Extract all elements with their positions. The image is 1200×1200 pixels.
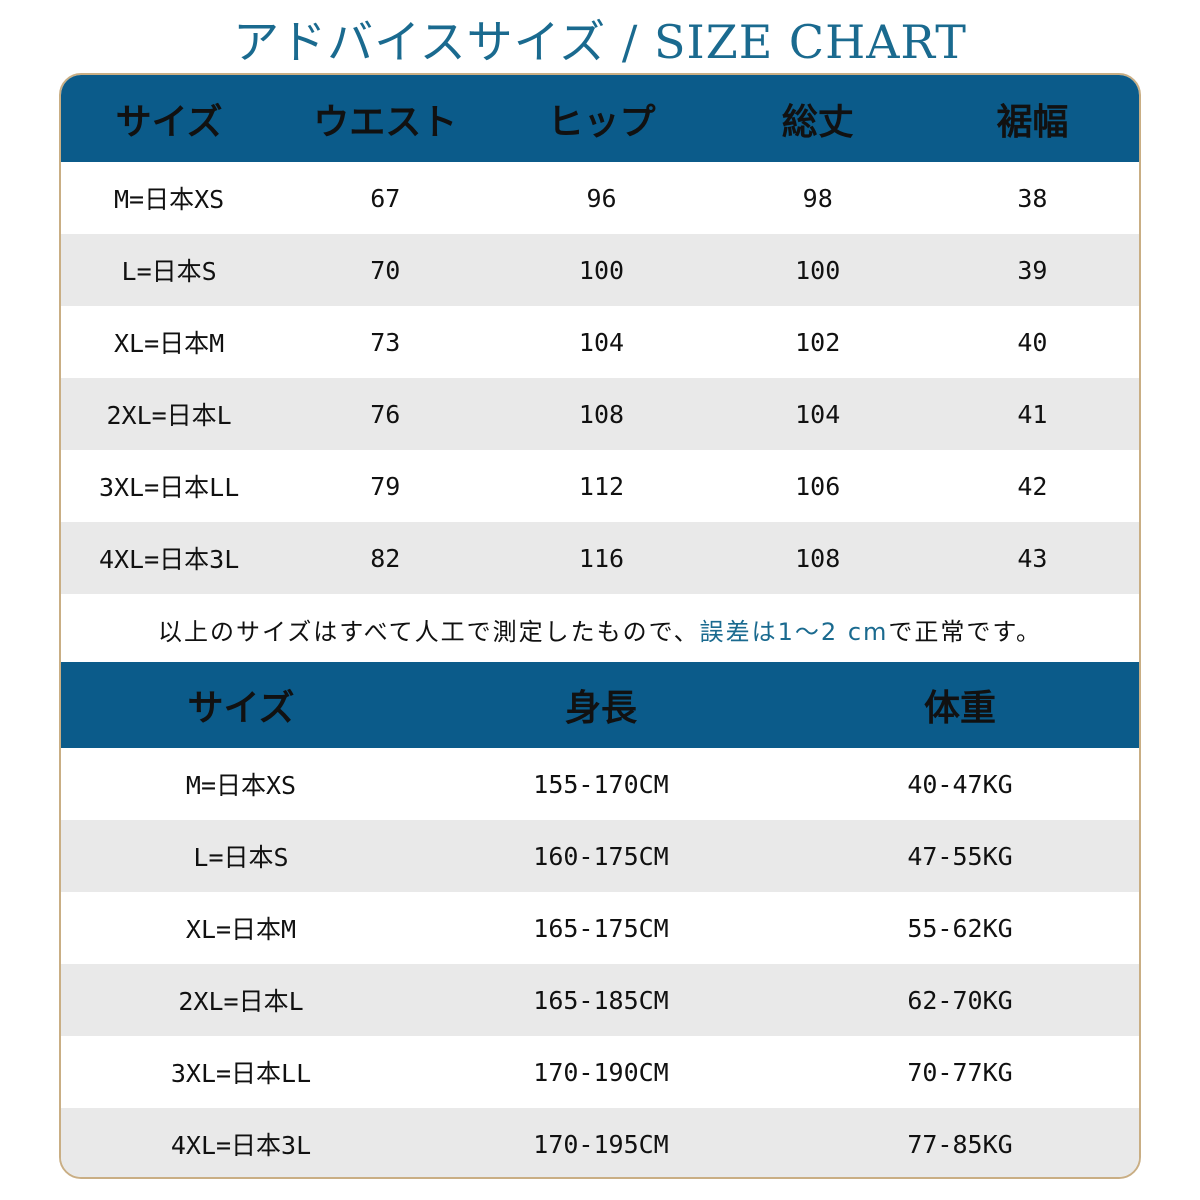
- table1-cell: L=日本S: [121, 257, 217, 286]
- table2-cell: 155-170CM: [533, 769, 669, 799]
- table1-cell: 43: [1017, 543, 1048, 573]
- table1-row: XL=日本M 73 104 102 40: [61, 306, 1139, 378]
- table1-cell: 3XL=日本LL: [98, 473, 240, 502]
- table1-header-hip: ヒップ: [547, 101, 656, 143]
- table1-cell: 40: [1017, 327, 1048, 357]
- table1-cell: 102: [795, 327, 841, 357]
- table1-cell: 108: [795, 543, 841, 573]
- table1-cell: 100: [578, 255, 625, 285]
- table1-cell: 4XL=日本3L: [98, 545, 240, 574]
- table1-cell: 79: [370, 471, 401, 501]
- table1-header-hem: 裾幅: [996, 101, 1069, 143]
- table1-cell: 100: [795, 255, 841, 285]
- table1-cell: 116: [578, 543, 625, 573]
- page-title: アドバイスサイズ / SIZE CHART: [233, 15, 967, 69]
- table2-cell: 77-85KG: [907, 1129, 1013, 1159]
- table1-row: 4XL=日本3L 82 116 108 43: [61, 522, 1139, 594]
- table1-cell: 98: [802, 183, 833, 213]
- table2-cell: 2XL=日本L: [178, 987, 304, 1016]
- table1-cell: 82: [370, 543, 401, 573]
- table2-row: M=日本XS 155-170CM 40-47KG: [61, 748, 1139, 820]
- table2-cell: 170-190CM: [533, 1057, 669, 1087]
- table1-cell: 67: [370, 183, 401, 213]
- table1-cell: XL=日本M: [113, 329, 225, 358]
- table1-cell: 39: [1017, 255, 1048, 285]
- table1-cell: 38: [1017, 183, 1048, 213]
- table2-row: 4XL=日本3L 170-195CM 77-85KG: [61, 1108, 1139, 1177]
- table2-header-size: サイズ: [187, 688, 295, 729]
- table2-cell: 40-47KG: [907, 769, 1013, 799]
- table1-cell: 76: [370, 399, 401, 429]
- table2-header: サイズ 身長 体重: [61, 662, 1139, 748]
- table1-row: 2XL=日本L 76 108 104 41: [61, 378, 1139, 450]
- table1-cell: 108: [578, 399, 625, 429]
- table1-cell: 42: [1017, 471, 1048, 501]
- note-text-highlight: 誤差は1〜2 cm: [699, 617, 889, 646]
- table1-header: サイズ ウエスト ヒップ 総丈 裾幅: [61, 75, 1139, 162]
- table1-cell: 2XL=日本L: [106, 401, 232, 430]
- table1-cell: 104: [795, 399, 841, 429]
- table1-cell: 106: [795, 471, 841, 501]
- table2-cell: 165-185CM: [533, 985, 669, 1015]
- table1-cell: 112: [578, 471, 625, 501]
- measurement-note: 以上のサイズはすべて人工で測定したもので、 誤差は1〜2 cm で正常です。: [61, 596, 1139, 662]
- table1-header-length: 総丈: [781, 101, 854, 143]
- table2-cell: 4XL=日本3L: [170, 1131, 312, 1160]
- table2-header-height: 身長: [564, 688, 637, 729]
- table2-cell: 3XL=日本LL: [170, 1059, 312, 1088]
- table1-cell: 104: [578, 327, 625, 357]
- table2-row: 3XL=日本LL 170-190CM 70-77KG: [61, 1036, 1139, 1108]
- table2-row: XL=日本M 165-175CM 55-62KG: [61, 892, 1139, 964]
- table2-cell: M=日本XS: [185, 771, 297, 800]
- table2-cell: 70-77KG: [907, 1057, 1013, 1087]
- table2-cell: L=日本S: [193, 843, 289, 872]
- table1-cell: 70: [370, 255, 401, 285]
- table2-cell: XL=日本M: [185, 915, 297, 944]
- table2-row: L=日本S 160-175CM 47-55KG: [61, 820, 1139, 892]
- table1-header-waist: ウエスト: [313, 101, 458, 143]
- table1-cell: 73: [370, 327, 401, 357]
- table1-header-size: サイズ: [115, 101, 223, 143]
- note-text-after: で正常です。: [888, 617, 1043, 646]
- table2-cell: 47-55KG: [907, 841, 1013, 871]
- table2-row: 2XL=日本L 165-185CM 62-70KG: [61, 964, 1139, 1036]
- table1-row: L=日本S 70 100 100 39: [61, 234, 1139, 306]
- table1-cell: M=日本XS: [113, 185, 225, 214]
- table2-cell: 165-175CM: [533, 913, 669, 943]
- table1-row: 3XL=日本LL 79 112 106 42: [61, 450, 1139, 522]
- size-chart-frame: サイズ ウエスト ヒップ 総丈 裾幅 M=日本XS 67 96 98 38 L=…: [59, 73, 1141, 1179]
- table2-cell: 170-195CM: [533, 1129, 669, 1159]
- table2-cell: 55-62KG: [907, 913, 1013, 943]
- table1-cell: 96: [586, 183, 617, 213]
- table1-row: M=日本XS 67 96 98 38: [61, 162, 1139, 234]
- note-text-before: 以上のサイズはすべて人工で測定したもので、: [157, 617, 700, 646]
- table1-cell: 41: [1017, 399, 1048, 429]
- table2-cell: 62-70KG: [907, 985, 1013, 1015]
- table2-header-weight: 体重: [923, 688, 996, 729]
- table2-cell: 160-175CM: [533, 841, 669, 871]
